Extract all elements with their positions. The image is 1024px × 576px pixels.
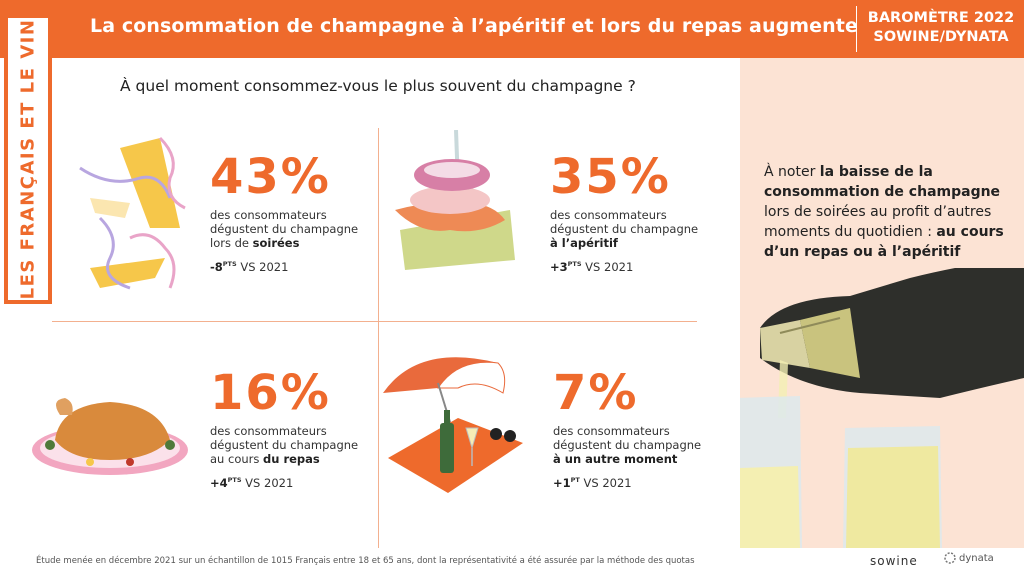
right-panel: À noter la baisse de la consommation de … — [740, 58, 1024, 548]
note-bold-2: au cours d’un repas ou à l’apéritif — [764, 224, 1004, 260]
stat-line-3-bold: soirées — [252, 236, 300, 250]
champagne-bottle-glasses-illustration — [740, 268, 1024, 548]
stat-delta: +1PT VS 2021 — [553, 476, 701, 490]
stat-delta: -8PTS VS 2021 — [210, 260, 358, 274]
stat-value: 35% — [550, 149, 671, 205]
methodology-footnote: Étude menée en décembre 2021 sur un écha… — [36, 556, 695, 566]
delta-unit: PTS — [222, 260, 237, 269]
stat-line-3: au cours du repas — [210, 452, 358, 466]
stat-line-3-bold: à un autre moment — [553, 452, 678, 466]
sidebar-tag: LES FRANÇAIS ET LE VIN — [4, 14, 52, 304]
stat-delta: +4PTS VS 2021 — [210, 476, 358, 490]
stat-other-moment: 7% des consommateurs dégustent du champa… — [553, 368, 701, 490]
stat-description: des consommateurs dégustent du champagne… — [210, 424, 358, 466]
stat-line-2: dégustent du champagne — [550, 222, 699, 236]
delta-value: +4 — [210, 476, 228, 490]
delta-value: -8 — [210, 260, 223, 274]
beach-umbrella-illustration — [383, 357, 523, 493]
survey-question: À quel moment consommez-vous le plus sou… — [120, 77, 636, 95]
sidebar-label: LES FRANÇAIS ET LE VIN — [17, 18, 39, 300]
stat-line-2: dégustent du champagne — [553, 438, 702, 452]
header-bar: La consommation de champagne à l’apériti… — [0, 0, 1024, 58]
party-streamers-illustration — [79, 136, 186, 290]
sowine-logo: sowine — [870, 554, 918, 568]
delta-unit: PTS — [227, 476, 242, 485]
aperitif-canape-illustration — [395, 130, 515, 270]
quadrant-divider-vertical — [378, 128, 379, 548]
stat-line-2: dégustent du champagne — [210, 438, 359, 452]
stat-description: des consommateurs dégustent du champagne… — [550, 208, 698, 250]
stat-value: 43% — [210, 149, 331, 205]
delta-suffix: VS 2021 — [579, 476, 632, 490]
delta-suffix: VS 2021 — [236, 260, 289, 274]
note-bold-1: la baisse de la consommation de champagn… — [764, 164, 1001, 200]
note-intro: À noter — [764, 164, 820, 180]
stat-line-2: dégustent du champagne — [210, 222, 359, 236]
stat-meal: 16% des consommateurs dégustent du champ… — [210, 368, 358, 490]
stat-line-3: à l’apéritif — [550, 236, 698, 250]
stat-line-1: des consommateurs — [210, 424, 327, 438]
dynata-logo: dynata — [944, 552, 994, 564]
stat-aperitif: 35% des consommateurs dégustent du champ… — [550, 152, 698, 274]
barometer-line-1: BAROMÈTRE 2022 — [867, 10, 1015, 26]
stat-delta: +3PTS VS 2021 — [550, 260, 698, 274]
delta-value: +3 — [550, 260, 568, 274]
dynata-mark-icon — [944, 552, 956, 564]
delta-suffix: VS 2021 — [241, 476, 294, 490]
stat-line-3: lors de soirées — [210, 236, 358, 250]
stat-line-1: des consommateurs — [550, 208, 667, 222]
quadrant-divider-horizontal — [52, 321, 697, 322]
delta-unit: PT — [570, 476, 580, 485]
stat-description: des consommateurs dégustent du champagne… — [210, 208, 358, 250]
delta-unit: PTS — [567, 260, 582, 269]
stat-description: des consommateurs dégustent du champagne… — [553, 424, 701, 466]
stat-line-1: des consommateurs — [553, 424, 670, 438]
stat-evenings: 43% des consommateurs dégustent du champ… — [210, 152, 358, 274]
stat-line-3-prefix: au cours — [210, 452, 264, 466]
delta-value: +1 — [553, 476, 571, 490]
stat-line-3-bold: du repas — [263, 452, 320, 466]
stat-line-3-bold: à l’apéritif — [550, 236, 618, 250]
delta-suffix: VS 2021 — [581, 260, 634, 274]
roast-chicken-illustration — [32, 398, 188, 475]
stat-value: 7% — [553, 365, 639, 421]
note-middle: lors de soirées au profit d’autres momen… — [764, 204, 992, 240]
barometer-label: BAROMÈTRE 2022 SOWINE/DYNATA — [862, 9, 1020, 47]
note-text: À noter la baisse de la consommation de … — [764, 162, 1004, 262]
stat-line-3: à un autre moment — [553, 452, 701, 466]
page-title: La consommation de champagne à l’apériti… — [90, 15, 858, 37]
stat-line-1: des consommateurs — [210, 208, 327, 222]
sidebar-tag-inner: LES FRANÇAIS ET LE VIN — [8, 18, 48, 300]
stat-line-3-prefix: lors de — [210, 236, 253, 250]
barometer-line-2: SOWINE/DYNATA — [873, 29, 1009, 45]
header-divider — [856, 6, 857, 52]
dynata-logo-text: dynata — [959, 552, 994, 564]
stat-value: 16% — [210, 365, 331, 421]
